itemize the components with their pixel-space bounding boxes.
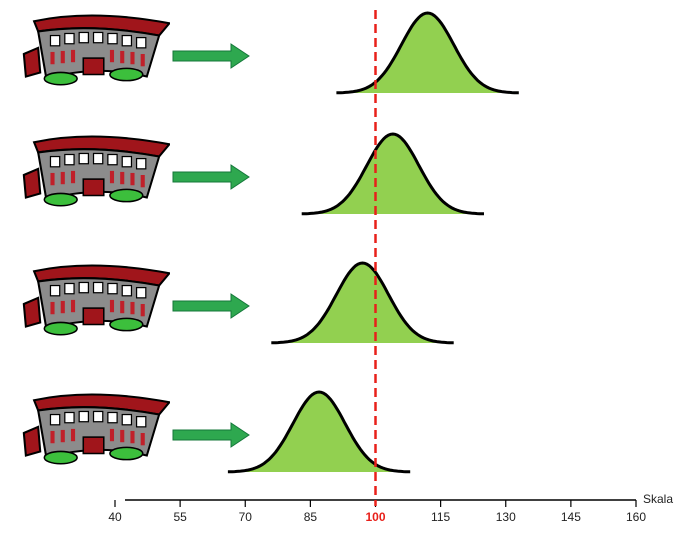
school-icon [22,393,170,465]
x-tick-label: 130 [496,510,516,524]
x-tick-label: 55 [173,510,187,524]
density-fill [271,263,454,343]
density-curve [271,261,454,345]
x-tick-label: 40 [108,510,122,524]
x-tick-label: 145 [561,510,581,524]
school-icon [22,14,170,86]
density-fill [336,13,519,93]
arrow [172,293,250,319]
density-curve [336,11,519,95]
axis-label: Skala [643,492,673,506]
school-icon [22,264,170,336]
density-fill [301,134,485,214]
x-tick-label: 70 [239,510,253,524]
x-tick-label: 160 [626,510,646,524]
arrow [172,422,250,448]
arrow [172,43,250,69]
density-fill [227,392,411,472]
x-tick-label: 115 [431,510,450,524]
school-icon [22,135,170,207]
density-curve [301,132,484,216]
x-tick-label: 85 [304,510,318,524]
density-curve [227,390,411,474]
arrow [172,164,250,190]
x-tick-label: 100 [365,510,385,524]
